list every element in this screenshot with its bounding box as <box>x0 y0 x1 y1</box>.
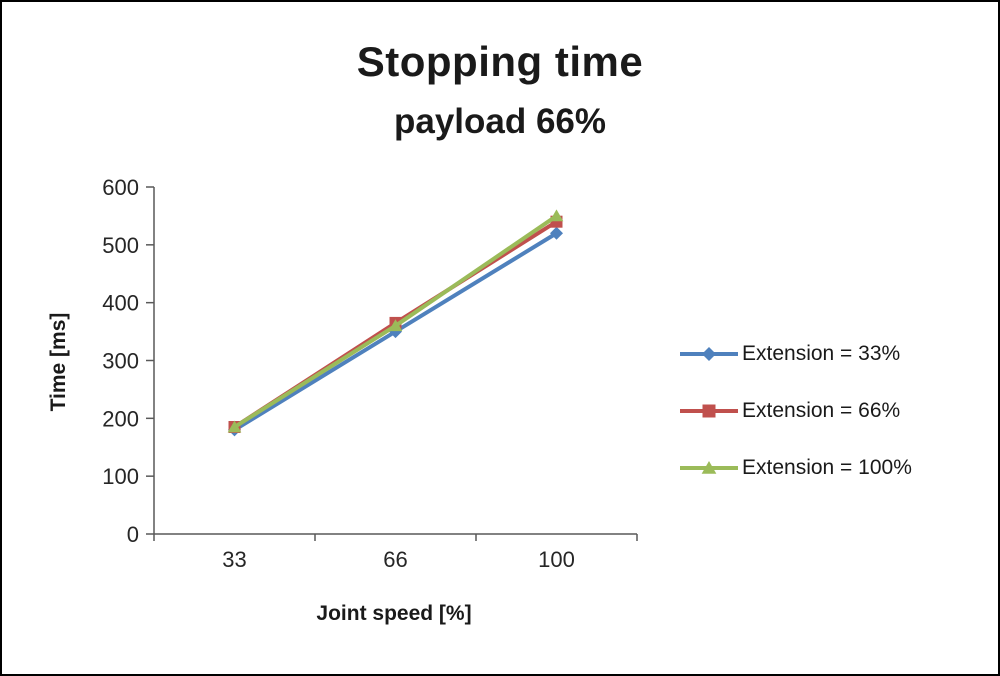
y-tick-label: 400 <box>102 291 139 316</box>
legend-entry: Extension = 33% <box>678 342 912 366</box>
diamond-marker <box>389 325 402 339</box>
legend-key <box>680 404 738 418</box>
y-tick-label: 300 <box>102 349 139 374</box>
y-tick-label: 500 <box>102 233 139 258</box>
legend-label: Extension = 100% <box>742 456 912 479</box>
legend: Extension = 33% Extension = 66% Extension … <box>678 342 912 480</box>
legend-key <box>680 347 738 361</box>
chart-subtitle: payload 66% <box>393 102 607 141</box>
x-tick-label: 33 <box>222 547 246 572</box>
triangle-marker <box>549 209 564 222</box>
y-axis-title: Time [ms] <box>47 312 70 412</box>
legend-label: Extension = 33% <box>742 342 901 365</box>
y-tick-label: 600 <box>102 177 139 200</box>
diamond-marker-legend <box>702 347 716 361</box>
square-marker-legend <box>702 404 716 418</box>
legend-entry: Extension = 66% <box>678 399 912 423</box>
y-tick-label: 100 <box>102 464 139 489</box>
legend-entry: Extension = 100% <box>678 456 912 480</box>
x-tick-label: 66 <box>383 547 407 572</box>
y-tick-label: 0 <box>127 522 139 547</box>
diamond-marker <box>550 226 563 240</box>
legend-label: Extension = 66% <box>742 399 901 422</box>
x-tick-label: 100 <box>538 547 575 572</box>
triangle-marker <box>227 420 242 433</box>
y-tick-label: 200 <box>102 406 139 431</box>
plot-area: 0 100 200 300 400 500 600 33 66 100 <box>102 177 638 572</box>
triangle-marker-legend <box>701 461 717 474</box>
x-axis-title: Joint speed [%] <box>316 602 472 625</box>
triangle-marker <box>388 319 403 332</box>
chart-title: Stopping time <box>356 38 644 85</box>
legend-key <box>680 461 738 474</box>
